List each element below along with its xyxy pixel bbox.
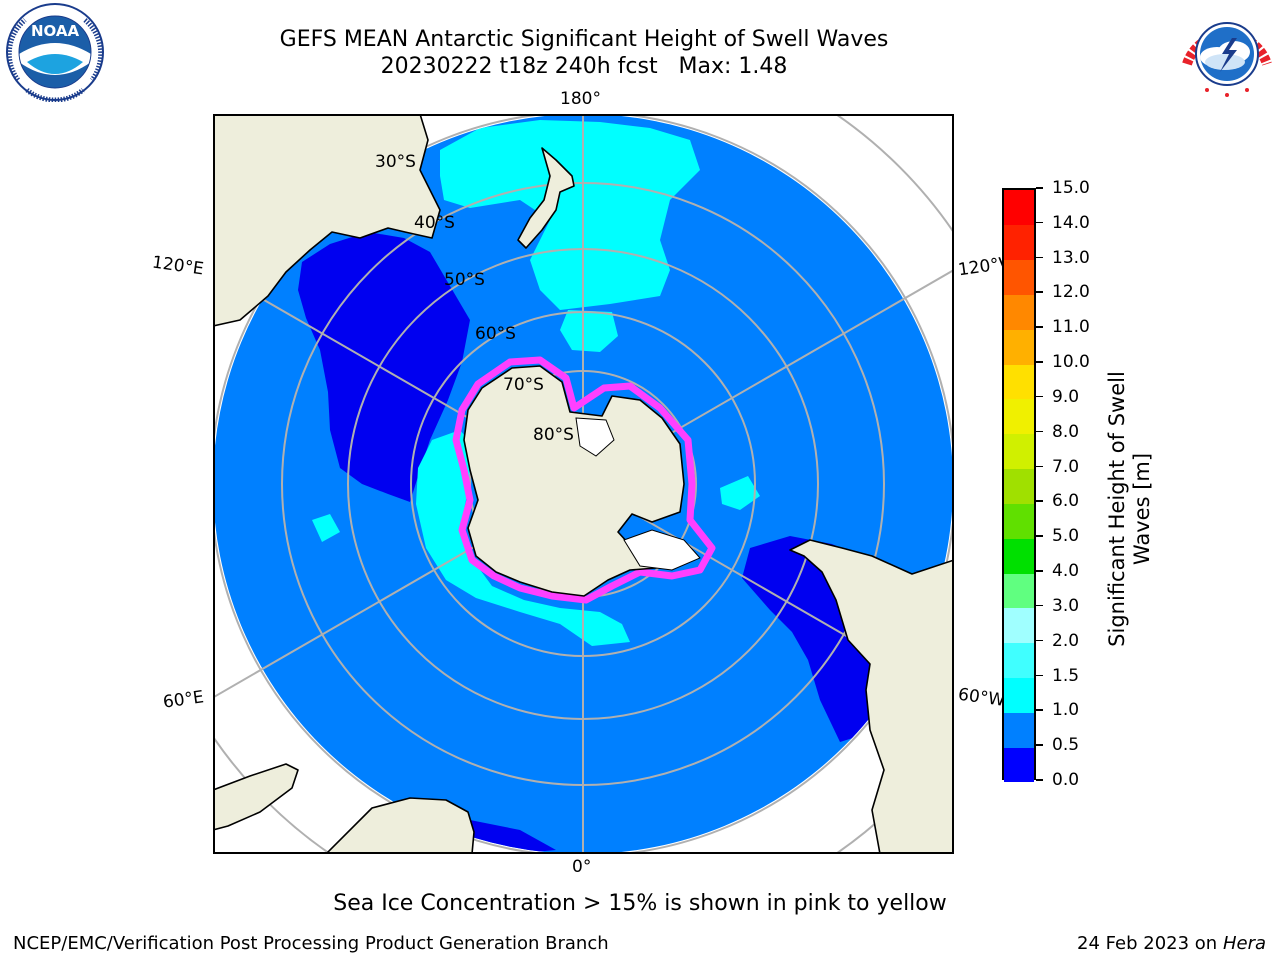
- nws-logo: [1179, 4, 1275, 100]
- colorbar-tick-label: 7.0: [1052, 456, 1080, 477]
- colorbar-tick: [1036, 535, 1043, 537]
- colorbar-label: Significant Height of Swell Waves [m]: [1105, 299, 1155, 719]
- colorbar-label-line1: Significant Height of Swell: [1105, 371, 1129, 647]
- map-panel: [213, 114, 954, 854]
- colorbar-segment: [1004, 364, 1034, 400]
- colorbar-tick-label: 1.5: [1052, 665, 1080, 686]
- colorbar-tick: [1036, 187, 1043, 189]
- colorbar-tick-label: 11.0: [1052, 317, 1090, 338]
- swell-mid-east: [720, 476, 760, 510]
- colorbar-segment: [1004, 433, 1034, 470]
- colorbar-segment: [1004, 468, 1034, 504]
- lat-label-80s: 80°S: [533, 425, 574, 445]
- noaa-logo: NOAA: [6, 3, 104, 102]
- new-zealand-land: [517, 147, 575, 249]
- swell-mid-pacific-north: [440, 120, 700, 310]
- colorbar-tick-label: 1.0: [1052, 700, 1080, 721]
- colorbar-segment: [1004, 607, 1034, 644]
- colorbar-segment: [1004, 503, 1034, 539]
- colorbar-tick: [1036, 430, 1043, 433]
- lon-label-180: 180°: [560, 89, 601, 109]
- colorbar-tick: [1036, 779, 1043, 781]
- colorbar-tick-label: 15.0: [1052, 178, 1090, 198]
- colorbar-tick-label: 12.0: [1052, 282, 1090, 303]
- colorbar-tick-label: 2.0: [1052, 630, 1080, 651]
- noaa-logo-text: NOAA: [31, 22, 80, 40]
- colorbar-scale: [1002, 188, 1036, 783]
- colorbar-tick-label: 3.0: [1052, 595, 1080, 616]
- colorbar-segment: [1004, 538, 1034, 574]
- colorbar-segment: [1004, 190, 1034, 226]
- colorbar-tick-label: 10.0: [1052, 352, 1090, 373]
- lon-label-60e: 60°E: [161, 687, 206, 713]
- colorbar-tick: [1036, 744, 1043, 746]
- swell-mid-west-patch: [312, 514, 340, 542]
- colorbar-tick: [1036, 674, 1043, 677]
- lat-label-30s: 30°S: [375, 152, 416, 172]
- colorbar-tick: [1036, 604, 1043, 607]
- colorbar-tick: [1036, 291, 1043, 293]
- colorbar-segment: [1004, 398, 1034, 435]
- madagascar-land: [215, 763, 299, 831]
- colorbar-tick-label: 14.0: [1052, 212, 1090, 233]
- lon-label-120e: 120°E: [150, 252, 205, 280]
- colorbar-segment: [1004, 712, 1034, 748]
- colorbar-tick: [1036, 500, 1043, 502]
- colorbar-tick-label: 9.0: [1052, 386, 1080, 407]
- colorbar-label-line2: Waves [m]: [1130, 452, 1154, 566]
- lat-label-40s: 40°S: [414, 213, 455, 233]
- ross-ice-shelf: [575, 417, 615, 457]
- weddell-ice-shelf: [623, 529, 701, 571]
- antarctica: [452, 356, 716, 604]
- colorbar-tick: [1036, 570, 1043, 572]
- colorbar-segment: [1004, 573, 1034, 609]
- lat-label-50s: 50°S: [444, 270, 485, 290]
- colorbar-tick-label: 4.0: [1052, 561, 1080, 582]
- colorbar-tick-label: 8.0: [1052, 421, 1080, 442]
- colorbar-tick: [1036, 256, 1043, 259]
- colorbar-tick-label: 0.5: [1052, 735, 1080, 756]
- colorbar-tick-label: 6.0: [1052, 491, 1080, 512]
- colorbar-tick: [1036, 465, 1043, 468]
- colorbar-tick: [1036, 709, 1043, 711]
- swell-low-indian-ocean: [298, 232, 470, 502]
- footer-host: Hera: [1222, 933, 1266, 954]
- footer-date: 24 Feb 2023 on Hera: [1077, 933, 1266, 955]
- colorbar-segment: [1004, 677, 1034, 713]
- lat-label-70s: 70°S: [503, 375, 544, 395]
- colorbar-segment: [1004, 294, 1034, 330]
- colorbar-tick-label: 13.0: [1052, 247, 1090, 268]
- africa-land: [326, 797, 475, 852]
- lon-label-0: 0°: [572, 857, 592, 877]
- south-america-land: [789, 539, 952, 852]
- colorbar-segment: [1004, 329, 1034, 365]
- colorbar-tick: [1036, 639, 1043, 642]
- footer-date-text: 24 Feb 2023 on: [1077, 933, 1218, 954]
- swell-mid-pacific-south: [560, 310, 618, 352]
- footer-credit: NCEP/EMC/Verification Post Processing Pr…: [13, 933, 609, 954]
- chart-subtitle: 20230222 t18z 240h fcst Max: 1.48: [380, 54, 788, 79]
- map-caption: Sea Ice Concentration > 15% is shown in …: [333, 891, 947, 916]
- sea-ice-edge: [452, 356, 716, 604]
- colorbar-tick-label: 0.0: [1052, 770, 1080, 790]
- colorbar-tick-label: 5.0: [1052, 526, 1080, 547]
- colorbar: [1002, 188, 1036, 783]
- map-canvas: [215, 116, 952, 852]
- swell-mid-weddell: [416, 430, 630, 646]
- colorbar-tick: [1036, 326, 1043, 328]
- colorbar-tick: [1036, 395, 1043, 398]
- colorbar-segment: [1004, 224, 1034, 261]
- colorbar-segment: [1004, 642, 1034, 679]
- colorbar-tick: [1036, 361, 1043, 363]
- lat-label-60s: 60°S: [475, 324, 516, 344]
- australia-land: [215, 116, 441, 327]
- chart-title: GEFS MEAN Antarctic Significant Height o…: [279, 27, 889, 52]
- colorbar-segment: [1004, 747, 1034, 783]
- colorbar-segment: [1004, 259, 1034, 295]
- colorbar-tick: [1036, 221, 1043, 224]
